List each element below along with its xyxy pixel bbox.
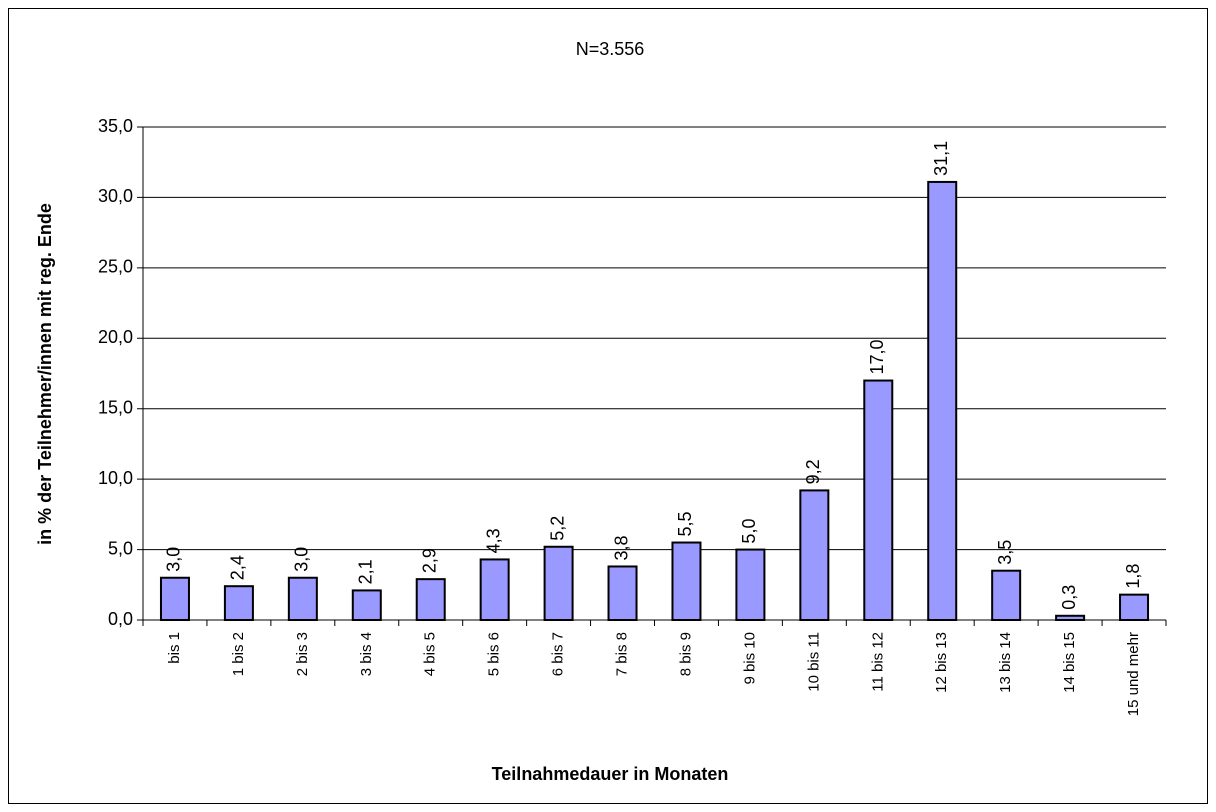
- y-tick-label: 15,0: [98, 397, 133, 417]
- value-label: 4,3: [483, 528, 503, 553]
- value-label: 2,9: [419, 548, 439, 573]
- bar: [799, 489, 830, 622]
- y-tick-label: 20,0: [98, 327, 133, 347]
- x-tick-label: 6 bis 7: [550, 632, 567, 676]
- bar: [607, 565, 638, 622]
- x-axis-label: Teilnahmedauer in Monaten: [492, 764, 729, 784]
- bar: [671, 541, 702, 621]
- x-tick-label: 15 und mehr: [1125, 632, 1142, 716]
- bar: [1055, 614, 1086, 622]
- value-label: 9,2: [803, 459, 823, 484]
- bar: [543, 545, 574, 621]
- value-label: 5,2: [547, 516, 567, 541]
- x-tick-label: bis 1: [166, 632, 183, 664]
- value-label: 3,8: [611, 535, 631, 560]
- value-label: 5,5: [675, 511, 695, 536]
- x-tick-label: 3 bis 4: [358, 632, 375, 676]
- bar: [159, 576, 190, 621]
- x-tick-label: 13 bis 14: [997, 632, 1014, 693]
- x-tick-label: 14 bis 15: [1061, 632, 1078, 693]
- value-label: 5,0: [739, 519, 759, 544]
- y-tick-label: 25,0: [98, 257, 133, 277]
- y-axis-label: in % der Teilnehmer/innen mit reg. Ende: [35, 203, 55, 545]
- y-tick-label: 5,0: [108, 538, 133, 558]
- bar: [991, 569, 1022, 622]
- value-label: 3,0: [164, 547, 184, 572]
- value-label: 3,5: [995, 540, 1015, 565]
- bar: [351, 589, 382, 621]
- y-tick-label: 10,0: [98, 468, 133, 488]
- y-tick-label: 30,0: [98, 186, 133, 206]
- chart-border: [8, 8, 1208, 804]
- bar: [735, 548, 766, 621]
- chart-title: N=3.556: [576, 39, 645, 59]
- value-label: 3,0: [292, 547, 312, 572]
- value-label: 0,3: [1059, 585, 1079, 610]
- x-tick-label: 7 bis 8: [614, 632, 631, 676]
- x-tick-label: 8 bis 9: [677, 632, 694, 676]
- x-tick-label: 1 bis 2: [230, 632, 247, 676]
- bar: [479, 558, 510, 622]
- bar: [1119, 593, 1150, 621]
- value-label: 2,1: [356, 559, 376, 584]
- x-tick-label: 5 bis 6: [486, 632, 503, 676]
- x-tick-label: 4 bis 5: [422, 632, 439, 676]
- value-label: 2,4: [228, 555, 248, 580]
- bar: [863, 379, 894, 621]
- value-label: 31,1: [931, 141, 951, 176]
- value-label: 1,8: [1123, 564, 1143, 589]
- x-tick-label: 11 bis 12: [869, 632, 886, 692]
- bar: [287, 576, 318, 621]
- y-tick-label: 0,0: [108, 609, 133, 629]
- y-tick-label: 35,0: [98, 116, 133, 136]
- bar: [223, 585, 254, 621]
- bar: [415, 578, 446, 621]
- x-tick-label: 2 bis 3: [294, 632, 311, 676]
- value-label: 17,0: [867, 339, 887, 374]
- x-tick-label: 10 bis 11: [805, 632, 822, 692]
- x-tick-label: 12 bis 13: [933, 632, 950, 693]
- x-tick-label: 9 bis 10: [741, 632, 758, 685]
- bar: [927, 180, 958, 621]
